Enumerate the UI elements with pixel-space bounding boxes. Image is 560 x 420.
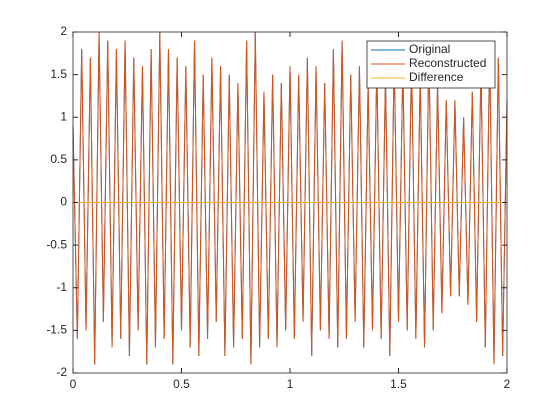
y-tick-label: 0.5 (50, 152, 67, 166)
x-tick-label: 1.5 (390, 377, 407, 391)
y-tick-label: 1 (60, 109, 67, 123)
y-tick-label: 1.5 (50, 67, 67, 81)
x-tick-label: 0 (70, 377, 77, 391)
x-tick-label: 2 (504, 377, 511, 391)
y-tick-label: -1 (56, 280, 67, 294)
y-tick-label: -2 (56, 365, 67, 379)
y-tick-label: -1.5 (46, 323, 67, 337)
legend-label: Original (409, 42, 450, 56)
series-line (72, 31, 508, 365)
x-tick-label: 1 (287, 377, 294, 391)
y-tick-label: 2 (60, 24, 67, 38)
legend-label: Difference (409, 70, 464, 84)
y-tick-label: 0 (60, 195, 67, 209)
x-tick-label: 0.5 (173, 377, 190, 391)
legend-label: Reconstructed (409, 56, 486, 70)
legend-box (366, 40, 496, 89)
y-tick-label: -0.5 (46, 237, 67, 251)
